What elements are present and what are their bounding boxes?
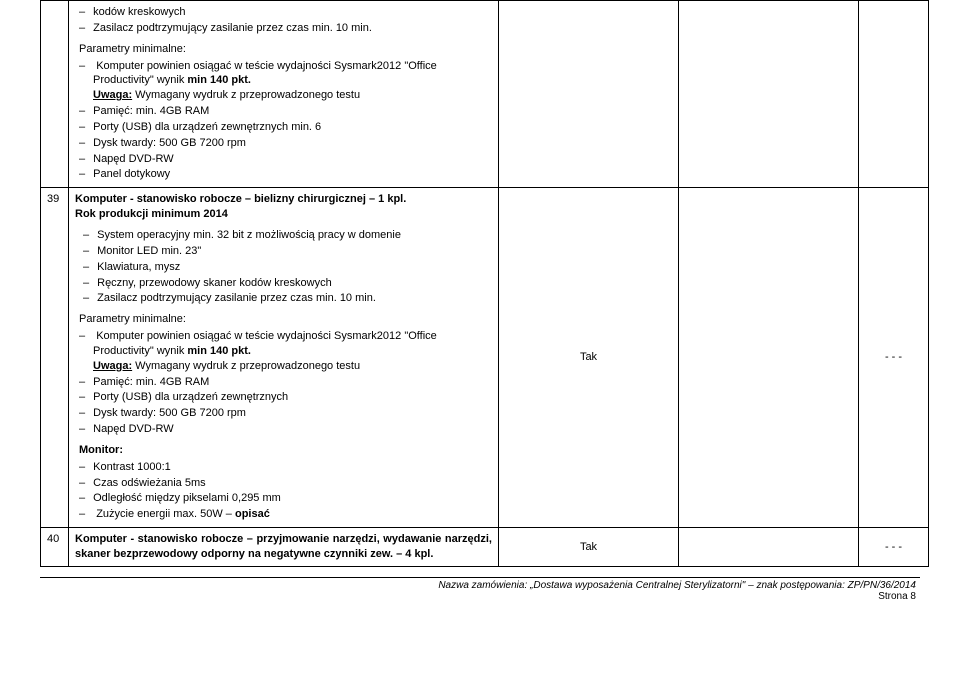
row-num: 39 <box>41 188 69 528</box>
list-item: Zużycie energii max. 50W – opisać <box>79 507 492 522</box>
table-row: 40 Komputer - stanowisko robocze – przyj… <box>41 528 929 567</box>
list-item: Czas odświeżania 5ms <box>79 476 492 491</box>
param-title: Parametry minimalne: <box>79 42 492 57</box>
text-underline: Uwaga: <box>93 360 132 372</box>
page-footer: Nazwa zamówienia: „Dostawa wyposażenia C… <box>40 577 920 602</box>
spec-table: kodów kreskowych Zasilacz podtrzymujący … <box>40 0 929 567</box>
list-item: Porty (USB) dla urządzeń zewnętrznych mi… <box>79 120 492 135</box>
bullet-list: kodów kreskowych Zasilacz podtrzymujący … <box>75 5 492 36</box>
row-col4 <box>679 1 859 188</box>
list-item: Dysk twardy: 500 GB 7200 rpm <box>79 406 492 421</box>
bullet-list: Komputer powinien osiągać w teście wydaj… <box>75 59 492 183</box>
bullet-list: Komputer powinien osiągać w teście wydaj… <box>75 329 492 437</box>
row-num: 40 <box>41 528 69 567</box>
list-item: Pamięć: min. 4GB RAM <box>79 375 492 390</box>
list-item: kodów kreskowych <box>79 5 492 20</box>
list-item: Kontrast 1000:1 <box>79 460 492 475</box>
row-col4 <box>679 188 859 528</box>
param-title: Parametry minimalne: <box>79 312 492 327</box>
text: Komputer powinien osiągać w teście wydaj… <box>93 60 437 87</box>
row-num <box>41 1 69 188</box>
list-item: Komputer powinien osiągać w teście wydaj… <box>79 59 492 104</box>
list-item: Porty (USB) dla urządzeń zewnętrznych <box>79 390 492 405</box>
row-subtitle: Rok produkcji minimum 2014 <box>75 207 492 222</box>
text-bold: min 140 pkt. <box>187 74 251 86</box>
list-item: Ręczny, przewodowy skaner kodów kreskowy… <box>83 276 492 291</box>
list-item: Monitor LED min. 23" <box>83 244 492 259</box>
list-item: Pamięć: min. 4GB RAM <box>79 104 492 119</box>
row-title: Komputer - stanowisko robocze – bielizny… <box>75 192 492 207</box>
row-req: Tak <box>499 528 679 567</box>
row-desc: kodów kreskowych Zasilacz podtrzymujący … <box>69 1 499 188</box>
footer-title: Nazwa zamówienia: „Dostawa wyposażenia C… <box>40 580 916 591</box>
list-item: Napęd DVD-RW <box>79 152 492 167</box>
row-col5 <box>859 1 929 188</box>
row-desc: Komputer - stanowisko robocze – bielizny… <box>69 188 499 528</box>
bullet-list: System operacyjny min. 32 bit z możliwoś… <box>79 228 492 306</box>
bullet-list: Kontrast 1000:1 Czas odświeżania 5ms Odl… <box>75 460 492 522</box>
footer-page: Strona 8 <box>40 591 916 602</box>
text-underline: Uwaga: <box>93 89 132 101</box>
row-extra: - - - <box>859 188 929 528</box>
text-bold: min 140 pkt. <box>187 345 251 357</box>
row-req: Tak <box>499 188 679 528</box>
list-item: Odległość między pikselami 0,295 mm <box>79 491 492 506</box>
list-item: Komputer powinien osiągać w teście wydaj… <box>79 329 492 374</box>
text: Komputer powinien osiągać w teście wydaj… <box>93 330 437 357</box>
row-col3 <box>499 1 679 188</box>
row-col4 <box>679 528 859 567</box>
list-item: Zasilacz podtrzymujący zasilanie przez c… <box>79 21 492 36</box>
text: Wymagany wydruk z przeprowadzonego testu <box>132 360 360 372</box>
monitor-title: Monitor: <box>79 443 492 458</box>
table-row: kodów kreskowych Zasilacz podtrzymujący … <box>41 1 929 188</box>
list-item: Napęd DVD-RW <box>79 422 492 437</box>
list-item: Zasilacz podtrzymujący zasilanie przez c… <box>83 291 492 306</box>
text: Wymagany wydruk z przeprowadzonego testu <box>132 89 360 101</box>
list-item: System operacyjny min. 32 bit z możliwoś… <box>83 228 492 243</box>
list-item: Klawiatura, mysz <box>83 260 492 275</box>
row-extra: - - - <box>859 528 929 567</box>
list-item: Dysk twardy: 500 GB 7200 rpm <box>79 136 492 151</box>
list-item: Panel dotykowy <box>79 167 492 182</box>
table-row: 39 Komputer - stanowisko robocze – bieli… <box>41 188 929 528</box>
text-bold: opisać <box>235 508 270 520</box>
row-desc: Komputer - stanowisko robocze – przyjmow… <box>69 528 499 567</box>
text: Zużycie energii max. 50W – <box>96 508 235 520</box>
